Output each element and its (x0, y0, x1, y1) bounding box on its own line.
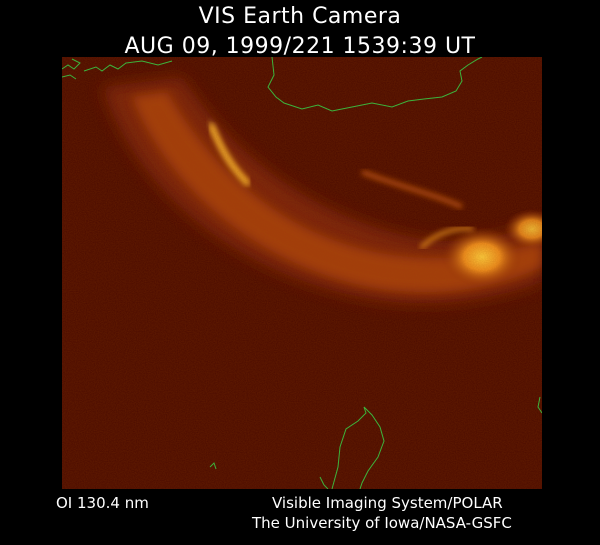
aurora-image-svg (62, 57, 542, 489)
image-timestamp: AUG 09, 1999/221 1539:39 UT (124, 34, 476, 59)
institution-credit: The University of Iowa/NASA-GSFC (252, 514, 512, 532)
instrument-credit: Visible Imaging System/POLAR (272, 494, 503, 512)
coastline-bottom-left (209, 462, 217, 470)
wavelength-label: OI 130.4 nm (56, 494, 149, 512)
coastline-bottom-peninsula (331, 406, 385, 489)
image-noise (62, 57, 542, 489)
image-title: VIS Earth Camera (198, 4, 402, 29)
aurora-image (62, 57, 542, 489)
coastline-topleft-c (83, 60, 173, 72)
coastline-top-center (267, 57, 483, 112)
coastline-bottom-small (319, 476, 329, 489)
coastline-right-edge (537, 396, 542, 414)
coastline-topleft-b (62, 74, 77, 80)
coastline-topleft-a (62, 58, 81, 70)
coastline-overlay (62, 57, 542, 489)
